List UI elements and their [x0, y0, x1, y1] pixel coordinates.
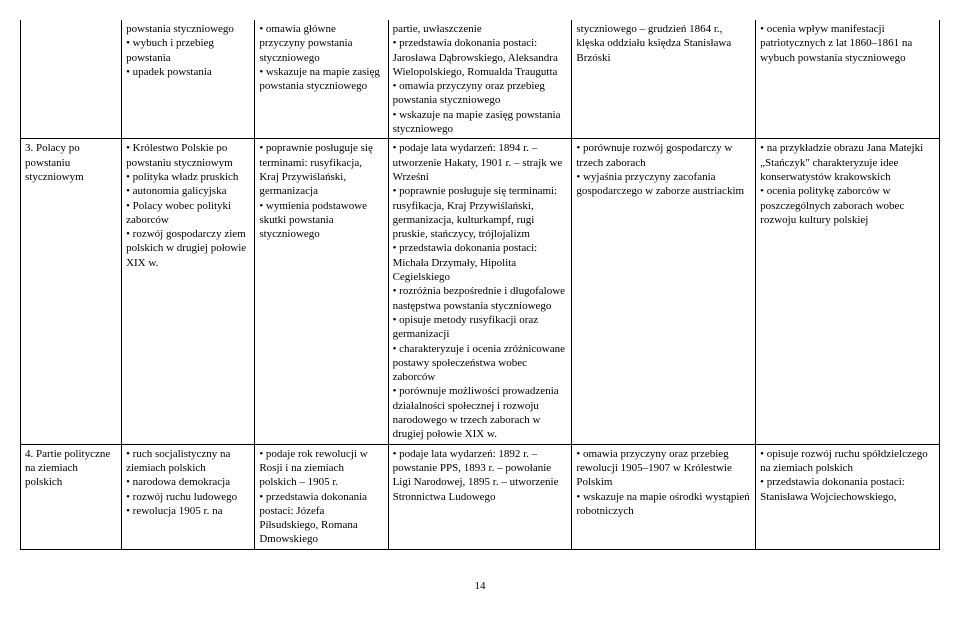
table-row: 4. Partie polityczne na ziemiach polskic…	[21, 444, 940, 549]
table-cell: • na przykładzie obrazu Jana Matejki „St…	[756, 139, 940, 444]
table-cell: • ruch socjalistyczny na ziemiach polski…	[122, 444, 255, 549]
table-cell: • opisuje rozwój ruchu spółdzielczego na…	[756, 444, 940, 549]
table-cell	[21, 20, 122, 139]
table-cell: • omawia główne przyczyny powstania styc…	[255, 20, 388, 139]
table-cell: 4. Partie polityczne na ziemiach polskic…	[21, 444, 122, 549]
table-cell: • Królestwo Polskie po powstaniu styczni…	[122, 139, 255, 444]
curriculum-table: powstania styczniowego• wybuch i przebie…	[20, 20, 940, 550]
table-cell: • podaje rok rewolucji w Rosji i na ziem…	[255, 444, 388, 549]
table-cell: 3. Polacy po powstaniu styczniowym	[21, 139, 122, 444]
table-cell: styczniowego – grudzień 1864 r., klęska …	[572, 20, 756, 139]
table-row: 3. Polacy po powstaniu styczniowym• Król…	[21, 139, 940, 444]
table-cell: • porównuje rozwój gospodarczy w trzech …	[572, 139, 756, 444]
table-cell: • ocenia wpływ manifestacji patriotyczny…	[756, 20, 940, 139]
table-row: powstania styczniowego• wybuch i przebie…	[21, 20, 940, 139]
page-number: 14	[20, 580, 940, 592]
table-cell: • poprawnie posługuje się terminami: rus…	[255, 139, 388, 444]
table-cell: powstania styczniowego• wybuch i przebie…	[122, 20, 255, 139]
table-cell: • omawia przyczyny oraz przebieg rewoluc…	[572, 444, 756, 549]
table-cell: • podaje lata wydarzeń: 1892 r. – powsta…	[388, 444, 572, 549]
table-cell: • podaje lata wydarzeń: 1894 r. – utworz…	[388, 139, 572, 444]
table-cell: partie, uwłaszczenie• przedstawia dokona…	[388, 20, 572, 139]
